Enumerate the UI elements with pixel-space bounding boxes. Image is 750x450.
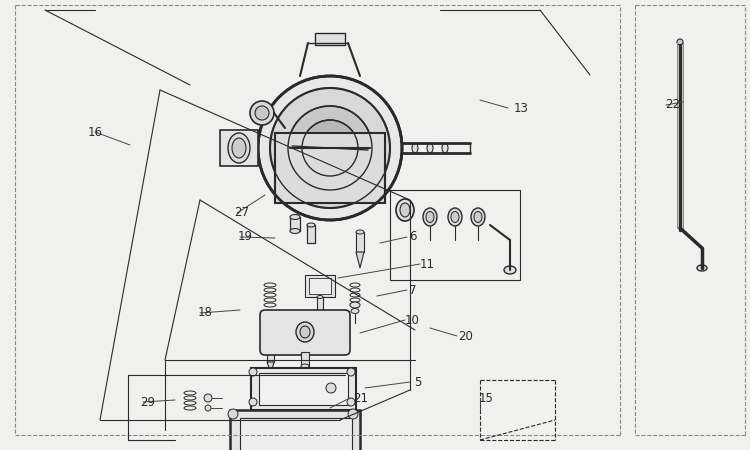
Circle shape [347,368,355,376]
Circle shape [255,106,269,120]
Ellipse shape [265,310,275,315]
Ellipse shape [300,326,310,338]
Circle shape [302,120,358,176]
Bar [275,133,385,203]
Ellipse shape [400,203,410,217]
Ellipse shape [356,230,364,234]
Ellipse shape [228,133,250,163]
Ellipse shape [317,296,323,298]
Text: 20: 20 [458,329,473,342]
Bar [259,373,348,405]
Circle shape [249,368,257,376]
Bar [307,225,315,243]
Ellipse shape [351,309,359,314]
Polygon shape [266,329,274,347]
Bar [315,33,345,45]
Bar [317,297,323,315]
Circle shape [249,398,257,406]
Bar [267,350,274,362]
Ellipse shape [451,212,459,222]
Text: 16: 16 [88,126,103,139]
Text: 5: 5 [414,375,422,388]
Ellipse shape [448,208,462,226]
Bar [230,410,360,450]
Bar [290,217,300,231]
Bar [220,130,258,166]
Ellipse shape [412,143,418,153]
Text: 21: 21 [353,392,368,405]
Text: 7: 7 [410,284,417,297]
Bar [301,352,309,366]
Text: 15: 15 [478,392,494,405]
Polygon shape [317,315,323,327]
Ellipse shape [442,143,448,153]
FancyBboxPatch shape [260,310,350,355]
Text: 11: 11 [419,257,434,270]
Circle shape [348,409,358,419]
Ellipse shape [697,265,707,271]
Text: 27: 27 [235,207,250,220]
Circle shape [326,383,336,393]
Circle shape [270,88,390,208]
Text: 18: 18 [197,306,212,320]
Ellipse shape [504,266,516,274]
Text: 10: 10 [404,314,419,327]
Ellipse shape [474,212,482,222]
Bar [305,275,335,297]
Ellipse shape [301,364,309,368]
Circle shape [288,106,372,190]
Bar [390,190,520,280]
Ellipse shape [423,208,437,226]
Circle shape [228,409,238,419]
Ellipse shape [232,138,246,158]
Ellipse shape [296,322,314,342]
Ellipse shape [350,302,360,308]
Bar [265,313,275,329]
Circle shape [250,101,274,125]
Circle shape [677,39,683,45]
Bar [251,368,356,410]
Text: 22: 22 [665,99,680,112]
Circle shape [258,76,402,220]
Text: 6: 6 [410,230,417,243]
Polygon shape [267,362,274,373]
Ellipse shape [396,199,414,221]
Circle shape [205,405,211,411]
Text: 13: 13 [514,102,529,114]
Circle shape [347,398,355,406]
Bar [309,278,331,294]
Ellipse shape [307,223,315,227]
Text: 19: 19 [238,230,253,243]
Bar [240,418,352,450]
Polygon shape [356,252,364,268]
Bar [356,232,364,252]
Ellipse shape [290,215,300,220]
Text: 29: 29 [140,396,155,409]
Ellipse shape [290,229,300,234]
Ellipse shape [471,208,485,226]
Ellipse shape [427,143,433,153]
Circle shape [204,394,212,402]
Ellipse shape [426,212,434,222]
